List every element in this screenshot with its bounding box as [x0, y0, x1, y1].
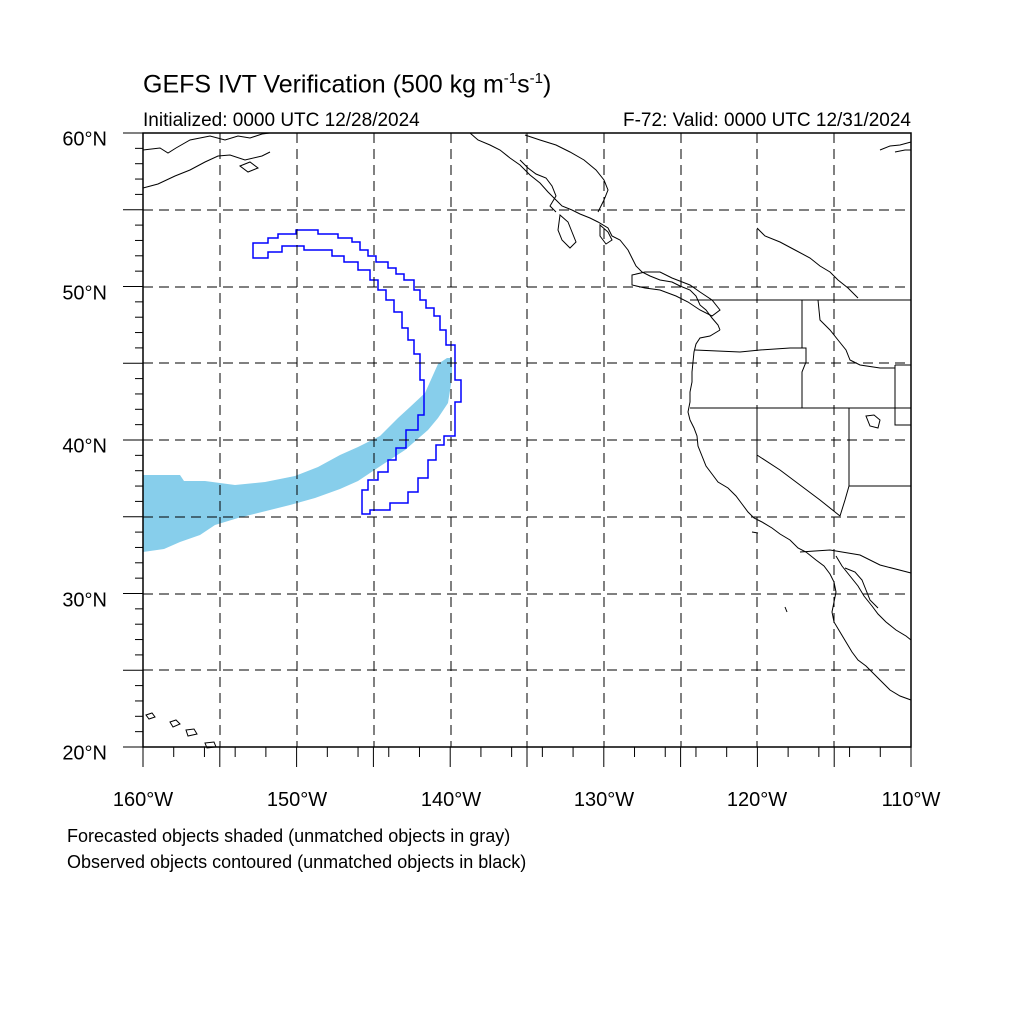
- lon-label-140: 140°W: [421, 789, 481, 811]
- lon-label-150: 150°W: [267, 789, 327, 811]
- lon-labels: 160°W 150°W 140°W 130°W 120°W 110°W: [113, 789, 941, 811]
- lat-label-20: 20°N: [62, 742, 107, 764]
- init-time: Initialized: 0000 UTC 12/28/2024: [143, 110, 420, 131]
- lon-label-160: 160°W: [113, 789, 173, 811]
- lon-label-120: 120°W: [727, 789, 787, 811]
- lat-label-60: 60°N: [62, 128, 107, 150]
- lat-label-30: 30°N: [62, 589, 107, 611]
- observed-note: Observed objects contoured (unmatched ob…: [67, 852, 527, 872]
- lon-label-130: 130°W: [574, 789, 634, 811]
- lat-labels: 60°N 50°N 40°N 30°N 20°N: [62, 128, 107, 764]
- tick-marks: [123, 132, 912, 767]
- coastlines: [142, 132, 912, 749]
- map-title: GEFS IVT Verification (500 kg m-1s-1): [143, 70, 552, 99]
- lon-label-110: 110°W: [882, 789, 941, 811]
- graticule: [143, 133, 911, 747]
- lat-label-50: 50°N: [62, 282, 107, 304]
- lat-label-40: 40°N: [62, 435, 107, 457]
- observed-object: [252, 229, 462, 515]
- valid-time: F-72: Valid: 0000 UTC 12/31/2024: [623, 110, 911, 131]
- forecast-note: Forecasted objects shaded (unmatched obj…: [67, 826, 511, 846]
